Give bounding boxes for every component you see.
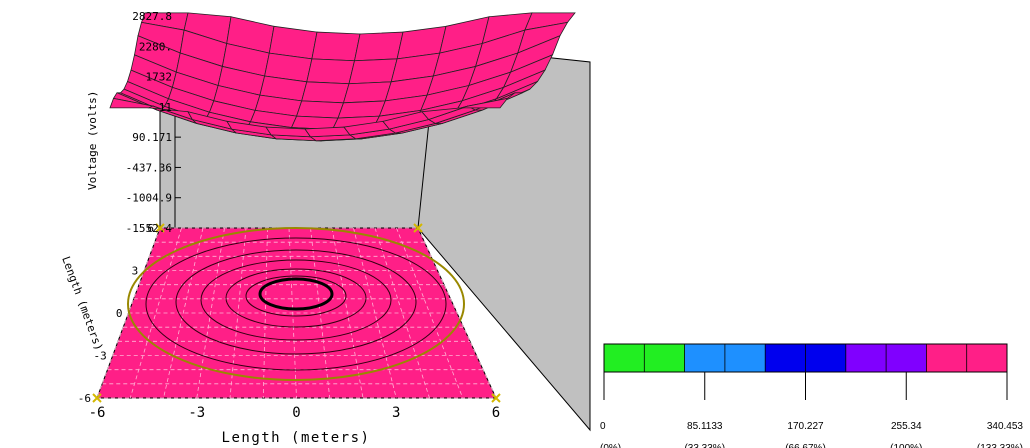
x-axis-label: Length (meters)	[222, 430, 371, 446]
z-tick-labels: 2827.8 2280. 1732 11 90.171 -437.36 -1004.9 -15…	[126, 10, 173, 235]
legend-value-label: 340.453	[987, 421, 1024, 432]
legend-percent-label: (133.33%)	[977, 443, 1023, 448]
color-legend: 0 (0%) 85.1133 (33.33%) 170.227 (66.67%) 255.3…	[600, 343, 1024, 448]
x-tick-label: 3	[392, 405, 400, 421]
surface-facet	[337, 100, 386, 119]
z-tick-label: 90.171	[132, 131, 172, 144]
corner-markers	[92, 223, 501, 403]
y-tick-label: -6	[78, 392, 91, 405]
legend-value-label: 170.227	[787, 421, 824, 432]
y-tick-label: 3	[132, 265, 139, 278]
z-tick-label: -437.36	[126, 161, 172, 174]
floor-grid-line	[396, 227, 464, 399]
legend-value-label: 0	[600, 421, 606, 432]
floor-grid-line	[163, 227, 204, 399]
y-tick-label: 6	[147, 222, 154, 235]
legend-value-label: 85.1133	[687, 421, 723, 432]
legend-percent-label: (100%)	[890, 443, 922, 448]
z-tick-label: 1732	[146, 71, 173, 84]
z-tick-label: 2280.	[139, 40, 172, 53]
floor-grid-line	[417, 227, 497, 399]
x-tick-label: 6	[492, 405, 500, 421]
legend-value-label: 255.34	[891, 421, 922, 432]
wall-edge	[417, 111, 431, 229]
x-tick-label: -6	[89, 405, 106, 421]
z-tick-label: 2827.8	[132, 10, 172, 23]
legend-percent-label: (0%)	[600, 443, 621, 448]
legend-percent-label: (33.33%)	[684, 443, 725, 448]
y-tick-label: 0	[116, 307, 123, 320]
x-tick-label: 0	[292, 405, 300, 421]
surface-facet	[311, 31, 361, 62]
surface-facet	[306, 58, 356, 85]
z-tick-label: 11	[159, 101, 172, 114]
surface-facet	[301, 81, 350, 104]
floor-grid-line	[331, 227, 364, 399]
legend-percent-label: (66.67%)	[785, 443, 826, 448]
y-tick-label: -3	[94, 350, 107, 363]
surface-facet	[460, 97, 509, 109]
voltage-surface	[109, 12, 576, 142]
y-axis-label: Length (meters)	[59, 255, 105, 353]
surface-facet	[354, 31, 404, 62]
z-tick-label: -1552.4	[126, 222, 173, 235]
z-axis-label: Voltage (volts)	[86, 91, 99, 190]
surface-facet	[304, 126, 351, 138]
surface-facet	[348, 58, 398, 85]
x-tick-labels: -6 -3 0 3 6	[89, 405, 501, 421]
z-tick-label: -1004.9	[126, 192, 172, 205]
surface-facet	[342, 81, 392, 104]
y-tick-labels: -6 -3 0 3 6	[78, 222, 154, 405]
x-tick-label: -3	[188, 405, 205, 421]
contour-rings	[127, 227, 465, 381]
surface-facet	[296, 100, 345, 119]
